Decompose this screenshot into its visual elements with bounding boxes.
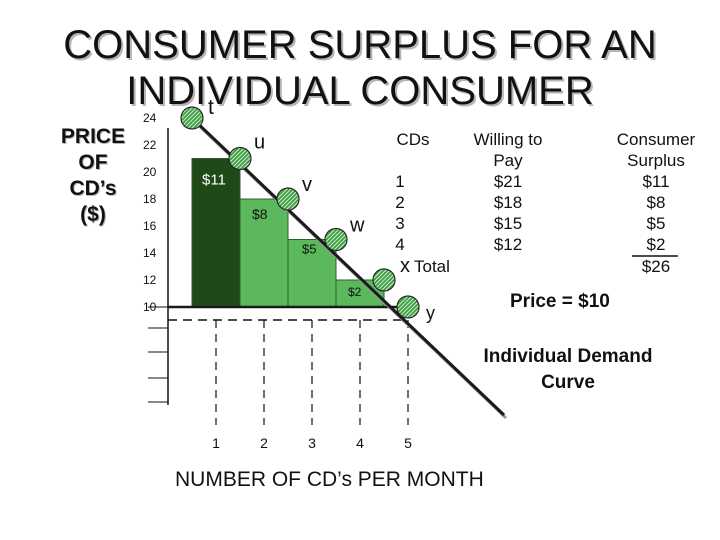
table-header-willing-2: Pay — [493, 151, 523, 170]
demand-point-v — [276, 187, 300, 211]
y-axis-label-line-1: PRICE — [60, 125, 126, 148]
y-axis-label-line-4: ($) — [80, 203, 106, 226]
y-tick-label: 22 — [143, 138, 157, 152]
y-tick-label: 20 — [143, 165, 157, 179]
table-header-surplus-2: Surplus — [627, 151, 685, 170]
surplus-bar-label: $5 — [302, 242, 316, 257]
demand-point-y — [396, 295, 420, 319]
table-cell-surplus: $8 — [647, 193, 666, 212]
table-cell-surplus: $11 — [642, 172, 669, 191]
table-cell-willing: $21 — [494, 172, 522, 191]
table-header-cds: CDs — [396, 130, 429, 149]
x-axis-label: NUMBER OF CD’s PER MONTH — [175, 468, 484, 491]
axes — [148, 128, 408, 405]
demand-point-u — [228, 146, 252, 171]
price-annotation: Price = $10 — [510, 291, 610, 312]
demand-label-line-2: Curve — [541, 372, 595, 393]
demand-label-line-1: Individual Demand — [484, 346, 653, 367]
y-tick-label: 24 — [143, 111, 157, 125]
table-header-willing: Willing to — [474, 130, 543, 149]
surplus-table: CDs Willing to Pay Consumer Surplus 1 $21 $11 2 $… — [395, 130, 695, 276]
table-cell-willing: $12 — [494, 235, 522, 254]
title-line-2: INDIVIDUAL CONSUMER — [126, 69, 594, 113]
demand-point-t — [180, 106, 204, 130]
x-tick-label: 2 — [260, 435, 268, 451]
title-line-1: CONSUMER SURPLUS FOR AN — [63, 23, 657, 67]
table-cell-cds: 1 — [395, 172, 404, 191]
chart-title: CONSUMER SURPLUS FOR AN INDIVIDUAL CONSU… — [0, 22, 720, 114]
y-axis-label: PRICE OF CD’s ($) — [48, 124, 138, 228]
demand-point-x — [372, 268, 396, 292]
table-total-value: $26 — [642, 257, 670, 276]
demand-point-w — [324, 227, 348, 252]
x-tick-label: 1 — [212, 435, 220, 451]
y-tick-label: 16 — [143, 219, 157, 233]
y-tick-label: 12 — [143, 273, 157, 287]
x-tick-label: 4 — [356, 435, 364, 451]
y-tick-label: 10 — [143, 300, 157, 314]
surplus-bar — [191, 158, 241, 308]
demand-point-label-t: t — [208, 96, 214, 119]
demand-point-label-w: w — [349, 215, 365, 237]
y-axis-label-line-3: CD’s — [69, 177, 117, 200]
y-tick-label: 14 — [143, 246, 157, 260]
surplus-bar-label: $11 — [202, 172, 226, 189]
demand-point-label-u: u — [254, 132, 265, 154]
table-total-label: Total — [414, 257, 450, 276]
table-header-surplus: Consumer — [617, 130, 696, 149]
dashed-guides — [168, 319, 409, 425]
x-tick-label: 5 — [404, 435, 412, 451]
demand-point-label-v: v — [302, 174, 312, 196]
table-cell-cds: 3 — [395, 214, 404, 233]
demand-point-label-x: x — [400, 255, 410, 277]
table-cell-cds: 2 — [395, 193, 404, 212]
demand-point-label-y: y — [426, 303, 435, 323]
y-axis-label-line-2: OF — [78, 151, 108, 174]
table-cell-willing: $15 — [494, 214, 522, 233]
surplus-bar-label: $8 — [252, 206, 268, 222]
surplus-bar-label: $2 — [348, 285, 362, 299]
demand-points: t u v w x y — [180, 96, 435, 323]
x-tick-label: 3 — [308, 435, 316, 451]
table-cell-cds: 4 — [395, 235, 404, 254]
table-cell-surplus: $2 — [647, 235, 666, 254]
table-cell-surplus: $5 — [647, 214, 666, 233]
table-cell-willing: $18 — [494, 193, 522, 212]
y-tick-label: 18 — [143, 192, 157, 206]
